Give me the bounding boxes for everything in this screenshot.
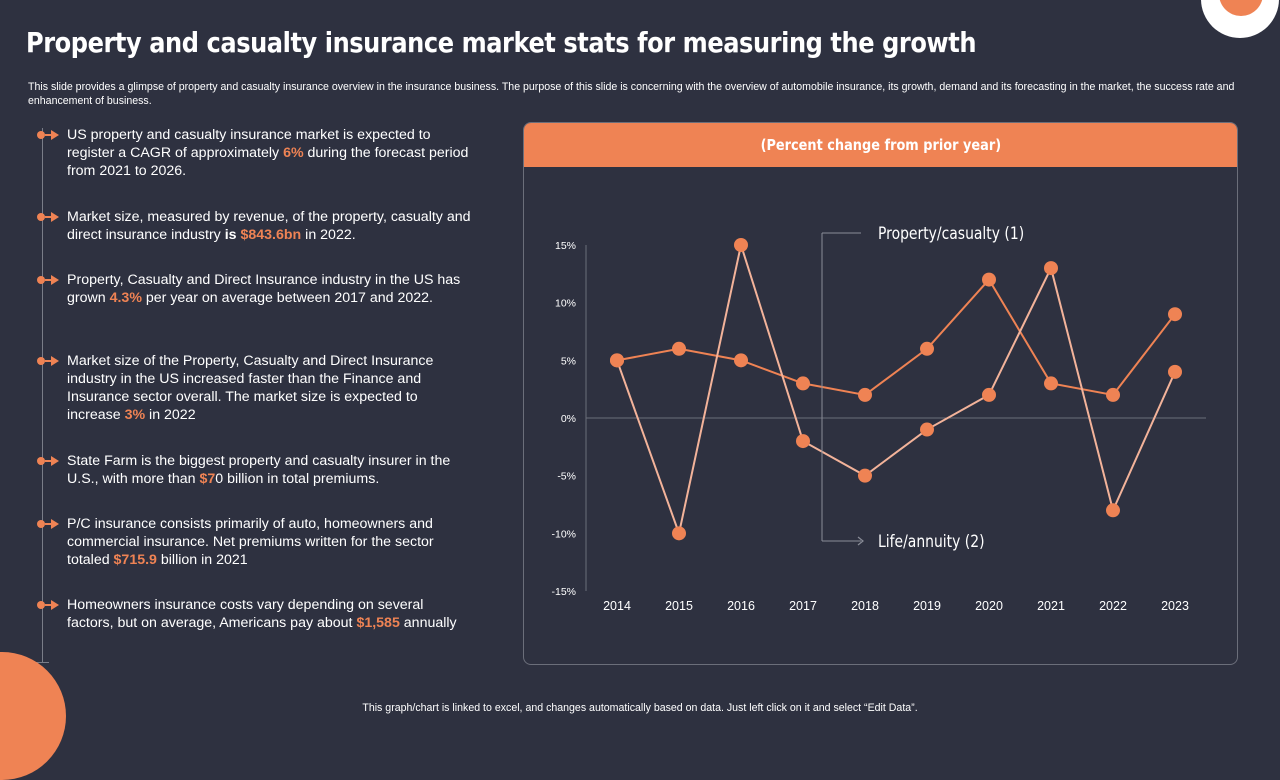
x-tick-label: 2017	[789, 599, 817, 613]
arrow-bullet-icon	[37, 212, 59, 222]
highlight-value: $715.9	[113, 552, 157, 568]
bullet-text-run: Market size of the Property, Casualty an…	[67, 353, 434, 423]
data-point	[1106, 503, 1120, 518]
bullet-text: P/C insurance consists primarily of auto…	[67, 515, 472, 569]
bullet-text-run: US property and casualty insurance marke…	[67, 127, 431, 161]
bullet-text-run: Market size, measured by revenue, of the…	[67, 209, 471, 243]
bullet-text-run: State Farm is the biggest property and c…	[67, 453, 451, 487]
bullet-text-run: in 2022.	[301, 227, 356, 243]
page-subtitle: This slide provides a glimpse of propert…	[28, 81, 1235, 107]
x-tick-label: 2022	[1099, 599, 1127, 613]
page-title: Property and casualty insurance market s…	[26, 26, 977, 59]
bullet-text: Market size, measured by revenue, of the…	[67, 208, 472, 244]
data-point	[1168, 307, 1182, 322]
highlight-value: 4.3%	[109, 290, 142, 306]
line-chart[interactable]: 15% 10% 5% 0% -5% -10% -15% 2014 2015 2016 2017 201…	[524, 123, 1238, 665]
timeline-line	[42, 128, 43, 663]
callout-arrow-icon	[857, 536, 864, 546]
chart-title: (Percent change from prior year)	[760, 136, 1001, 154]
y-tick-label: -5%	[557, 471, 576, 483]
bullet-text-run: 0 billion in total premiums.	[215, 471, 380, 487]
data-point	[920, 341, 934, 356]
bullet-text-run: annually	[399, 615, 457, 631]
series-line-1	[616, 277, 1176, 397]
highlight-value: $843.6bn	[240, 227, 302, 243]
data-point	[1106, 387, 1120, 402]
x-tick-label: 2016	[727, 599, 755, 613]
data-point	[672, 341, 686, 356]
bullet-text-run: billion in 2021	[156, 552, 248, 568]
bullet-text-run: P/C insurance consists primarily of auto…	[67, 516, 434, 568]
series-line-2	[616, 241, 1176, 537]
x-tick-label: 2021	[1037, 599, 1065, 613]
bullet-text: Property, Casualty and Direct Insurance …	[67, 271, 472, 307]
x-tick-label: 2018	[851, 599, 879, 613]
highlight-value: 6%	[283, 145, 304, 161]
bullet-text: US property and casualty insurance marke…	[67, 126, 472, 180]
decorative-ring	[1201, 0, 1279, 38]
y-tick-label: -10%	[551, 528, 576, 540]
bullet-text-run: in 2022	[145, 407, 196, 423]
footer-note: This graph/chart is linked to excel, and…	[362, 702, 918, 714]
highlight-value: $7	[199, 471, 216, 487]
data-point	[858, 468, 872, 483]
arrow-bullet-icon	[37, 275, 59, 285]
arrow-bullet-icon	[37, 600, 59, 610]
data-point	[672, 526, 686, 541]
x-tick-label: 2014	[603, 599, 631, 613]
data-point	[734, 353, 748, 368]
bullet-text-run: Property, Casualty and Direct Insurance …	[67, 272, 461, 306]
highlight-value: 3%	[124, 407, 146, 423]
data-point	[858, 387, 872, 402]
data-point	[1044, 376, 1058, 391]
data-point	[920, 422, 934, 437]
data-point	[1168, 364, 1182, 379]
y-tick-label: 10%	[555, 298, 576, 310]
data-point	[734, 238, 748, 252]
data-point	[982, 387, 996, 402]
series-label-property-casualty: Property/casualty (1)	[878, 224, 1024, 244]
y-tick-label: -15%	[551, 586, 576, 598]
x-tick-label: 2019	[913, 599, 941, 613]
x-tick-label: 2020	[975, 599, 1003, 613]
bullet-text: Homeowners insurance costs vary dependin…	[67, 596, 472, 632]
bullet-text-run: during the forecast period from 2021 to …	[67, 145, 469, 179]
y-tick-label: 15%	[555, 240, 576, 252]
y-tick-label: 5%	[561, 355, 576, 367]
chart-panel[interactable]: (Percent change from prior year) 15% 10% 5…	[523, 122, 1238, 665]
data-point	[982, 272, 996, 287]
arrow-bullet-icon	[37, 456, 59, 466]
timeline-end-cap	[36, 662, 49, 663]
y-tick-label: 0%	[561, 413, 576, 425]
data-point	[610, 353, 624, 368]
arrow-bullet-icon	[37, 519, 59, 529]
data-point	[796, 376, 810, 391]
arrow-bullet-icon	[37, 130, 59, 140]
chart-title-bar: (Percent change from prior year)	[524, 123, 1237, 167]
x-tick-label: 2023	[1161, 599, 1189, 613]
highlight-value: $1,585	[356, 615, 400, 631]
series-label-life-annuity: Life/annuity (2)	[878, 532, 985, 552]
bold-text: is	[224, 227, 241, 243]
data-point	[1044, 261, 1058, 276]
bullet-text-run: Homeowners insurance costs vary dependin…	[67, 597, 424, 631]
decorative-circle	[0, 652, 66, 780]
arrow-bullet-icon	[37, 356, 59, 366]
data-point	[796, 434, 810, 449]
bullet-text: State Farm is the biggest property and c…	[67, 452, 472, 488]
bullet-text: Market size of the Property, Casualty an…	[67, 352, 472, 424]
x-tick-label: 2015	[665, 599, 693, 613]
bullet-text-run: per year on average between 2017 and 202…	[141, 290, 434, 306]
